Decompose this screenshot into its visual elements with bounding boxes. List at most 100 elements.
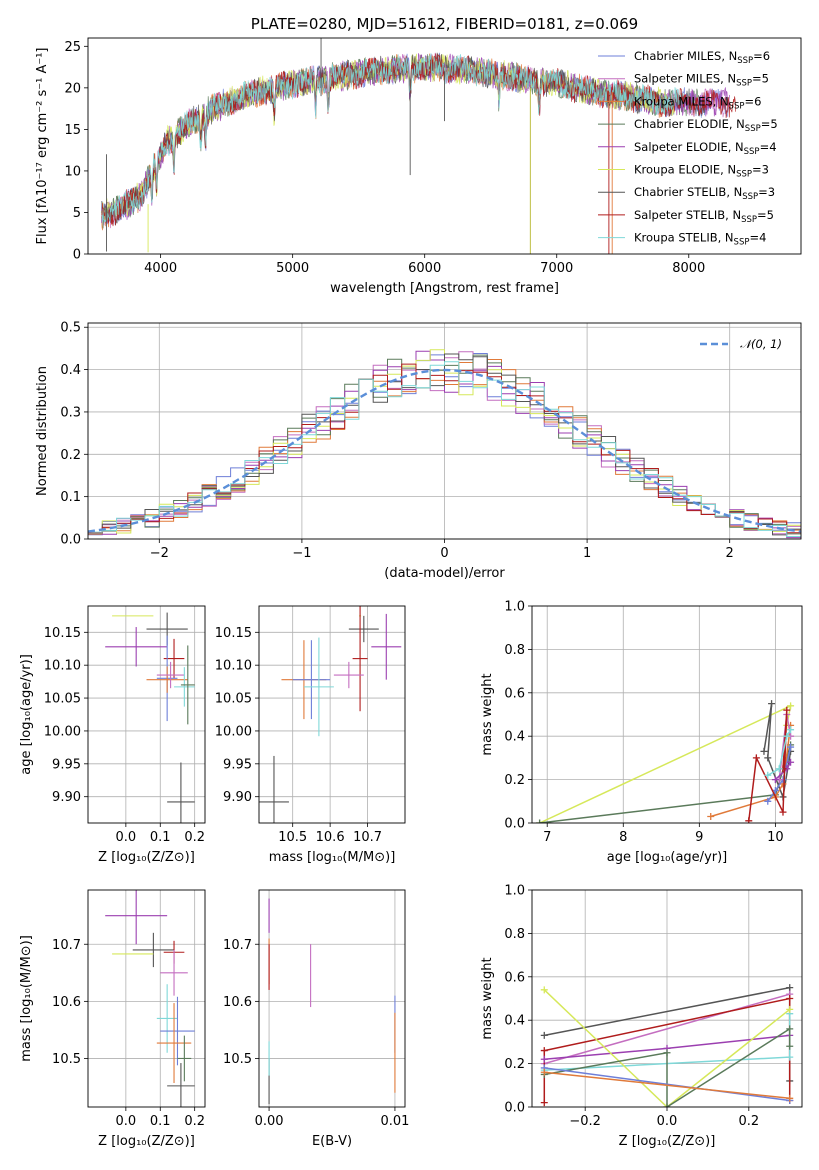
panel-mass-vs-EBV: 0.00 0.01 10.5 10.6 10.7 E(B-V) bbox=[223, 889, 409, 1149]
y-tick-label: 0.8 bbox=[504, 643, 525, 658]
x-tick-label: 0.1 bbox=[150, 1114, 171, 1129]
y-tick-label: 10.6 bbox=[223, 995, 252, 1010]
axes-frame bbox=[258, 605, 406, 824]
legend-label: Salpeter STELIB, N bbox=[634, 208, 741, 222]
weight-line bbox=[767, 746, 792, 802]
weight-line bbox=[544, 1027, 791, 1107]
y-axis-label: mass weight bbox=[480, 957, 495, 1039]
axes-frame bbox=[87, 322, 802, 540]
panel-spectrum: 4000 5000 6000 7000 8000 0 5 10 15 20 25 wavelength… bbox=[35, 15, 802, 296]
y-tick-label: 0.0 bbox=[60, 533, 81, 548]
legend-label: Salpeter MILES, N bbox=[634, 72, 736, 86]
weight-marker bbox=[787, 758, 795, 766]
y-tick-label: 10 bbox=[64, 164, 81, 179]
weight-marker bbox=[540, 1047, 548, 1055]
legend-entry: Chabrier MILES, NSSP=6 bbox=[634, 49, 770, 66]
legend-entry: 𝒩(0, 1) bbox=[740, 337, 782, 351]
legend-label: Kroupa STELIB, N bbox=[634, 231, 734, 245]
y-tick-label: 10.15 bbox=[44, 626, 81, 641]
weight-marker bbox=[540, 1068, 548, 1076]
x-tick-label: 10.5 bbox=[278, 830, 307, 845]
plot-area-age-vs-mass bbox=[259, 606, 402, 823]
weight-marker bbox=[540, 986, 548, 994]
y-tick-label: 0 bbox=[73, 248, 81, 263]
panel-age-vs-mass: 10.5 10.6 10.7 9.90 9.95 10.00 10.05 10.10 10.15… bbox=[215, 605, 406, 865]
weight-marker bbox=[787, 743, 795, 751]
y-tick-label: 0.8 bbox=[504, 927, 525, 942]
panel-weight-vs-Z: −0.2 0.0 0.2 0.0 0.2 0.4 0.6 0.8 1.0 Z [log₁₀(Z/Z… bbox=[480, 884, 803, 1149]
legend-subscript: SSP bbox=[734, 238, 750, 248]
panel-mass-vs-Z: 0.0 0.1 0.2 10.5 10.6 10.7 Z [log₁₀(Z/Z⊙)] mass… bbox=[19, 889, 206, 1149]
weight-marker bbox=[540, 1031, 548, 1039]
legend: 𝒩(0, 1) bbox=[700, 337, 782, 351]
legend-entry: Chabrier ELODIE, NSSP=5 bbox=[634, 117, 778, 134]
weight-marker bbox=[663, 1103, 671, 1107]
weight-marker bbox=[779, 808, 787, 816]
histogram-steps bbox=[88, 363, 801, 534]
plot-area-age-vs-Z bbox=[105, 612, 195, 823]
axes-frame bbox=[87, 605, 206, 824]
x-tick-label: 6000 bbox=[408, 261, 441, 276]
weight-marker bbox=[707, 812, 715, 820]
legend-subscript: SSP bbox=[744, 147, 760, 157]
legend-subscript: SSP bbox=[745, 124, 761, 134]
y-tick-label: 0.0 bbox=[504, 817, 525, 832]
y-tick-label: 10.10 bbox=[44, 659, 81, 674]
y-tick-label: 0.0 bbox=[504, 1101, 525, 1116]
legend-entry: Kroupa STELIB, NSSP=4 bbox=[634, 231, 766, 248]
weight-marker bbox=[760, 747, 768, 755]
legend-value: =6 bbox=[744, 94, 761, 108]
y-tick-label: 0.2 bbox=[504, 773, 525, 788]
weight-line bbox=[544, 1071, 790, 1100]
legend-value: =4 bbox=[760, 140, 777, 154]
weight-marker bbox=[786, 995, 794, 1002]
x-tick-label: 0.0 bbox=[116, 1114, 137, 1129]
spectrum-line bbox=[101, 53, 681, 223]
weight-marker bbox=[745, 817, 753, 823]
y-tick-label: 0.2 bbox=[504, 1057, 525, 1072]
y-tick-label: 10.7 bbox=[223, 938, 252, 953]
weight-marker bbox=[786, 1025, 794, 1033]
legend-value: =3 bbox=[752, 163, 769, 177]
x-tick-label: 10.6 bbox=[316, 830, 345, 845]
y-tick-label: 0.6 bbox=[504, 686, 525, 701]
normal-reference-curve bbox=[88, 368, 801, 533]
weight-line bbox=[543, 989, 791, 1107]
x-tick-label: 0.0 bbox=[657, 1114, 678, 1129]
weight-marker bbox=[786, 1053, 794, 1061]
y-tick-label: 1.0 bbox=[504, 600, 525, 615]
y-tick-label: 25 bbox=[64, 40, 81, 55]
y-tick-label: 10.00 bbox=[215, 724, 252, 739]
plot-area-mass-vs-Z bbox=[105, 890, 195, 1107]
axes-frame bbox=[258, 889, 406, 1108]
legend-label: Chabrier STELIB, N bbox=[634, 185, 742, 199]
weight-line bbox=[544, 1067, 790, 1102]
plot-area-spectrum bbox=[100, 38, 736, 254]
y-tick-label: 10.6 bbox=[52, 995, 81, 1010]
y-axis-label: age [log₁₀(age/yr)] bbox=[19, 654, 34, 775]
y-tick-label: 5 bbox=[73, 206, 81, 221]
weight-marker bbox=[752, 754, 760, 762]
weight-marker bbox=[768, 700, 776, 708]
x-axis-label: Z [log₁₀(Z/Z⊙)] bbox=[98, 1134, 195, 1149]
y-tick-label: 0.4 bbox=[504, 1014, 525, 1029]
y-axis-label: mass [log₁₀(M/M⊙)] bbox=[19, 935, 34, 1062]
x-tick-label: 8 bbox=[619, 830, 627, 845]
legend-value: =4 bbox=[749, 231, 766, 245]
legend: Chabrier MILES, NSSP=6 Salpeter MILES, N S… bbox=[598, 49, 778, 248]
y-tick-label: 9.95 bbox=[52, 757, 81, 772]
legend-entry: Chabrier STELIB, NSSP=3 bbox=[634, 185, 775, 202]
plot-area-residuals bbox=[88, 349, 801, 539]
legend-value: =5 bbox=[761, 117, 778, 131]
legend-subscript: SSP bbox=[729, 101, 745, 111]
axes-frame bbox=[531, 605, 803, 824]
legend-entry: Salpeter STELIB, NSSP=5 bbox=[634, 208, 774, 225]
histogram-steps bbox=[88, 361, 801, 537]
weight-marker bbox=[536, 819, 544, 823]
axes-frame bbox=[87, 37, 802, 255]
y-tick-label: 10.5 bbox=[52, 1052, 81, 1067]
x-tick-label: 0.2 bbox=[184, 830, 205, 845]
x-tick-label: 0 bbox=[440, 546, 448, 561]
panel-residuals: −2 −1 0 1 2 0.0 0.1 0.2 0.3 0.4 0.5 (data-model)/er… bbox=[35, 321, 802, 581]
weight-marker bbox=[783, 732, 791, 740]
